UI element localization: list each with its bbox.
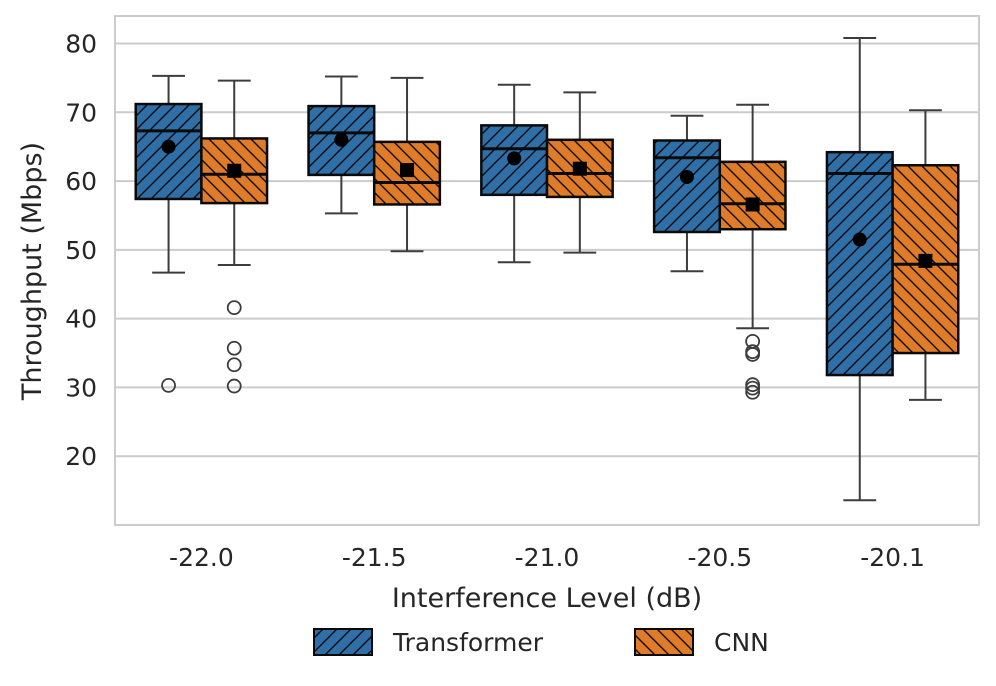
y-tick-label: 50 bbox=[65, 236, 97, 265]
mean-marker bbox=[572, 161, 587, 176]
legend-swatch-transformer bbox=[313, 628, 373, 656]
outlier-point bbox=[226, 378, 242, 394]
x-axis-label: Interference Level (dB) bbox=[392, 583, 702, 614]
y-gridlines bbox=[115, 42, 979, 458]
mean-marker bbox=[852, 232, 867, 247]
outlier-point bbox=[226, 357, 242, 373]
box-group-cnn bbox=[891, 109, 960, 401]
mean-marker bbox=[745, 197, 760, 212]
box-groups bbox=[134, 37, 960, 502]
x-tick-label: -21.0 bbox=[515, 543, 580, 572]
box-group-transformer bbox=[652, 114, 722, 273]
y-tick-label: 70 bbox=[65, 98, 97, 127]
outlier-point bbox=[745, 384, 761, 400]
mean-marker bbox=[400, 163, 415, 178]
y-tick-label: 20 bbox=[65, 442, 97, 471]
x-tick-label: -20.1 bbox=[860, 543, 925, 572]
mean-marker bbox=[161, 139, 176, 154]
mean-marker bbox=[679, 169, 694, 184]
x-tick-label: -22.0 bbox=[169, 543, 234, 572]
box-group-transformer bbox=[825, 37, 894, 502]
x-tick-labels: -22.0 -21.5 -21.0 -20.5 -20.1 bbox=[169, 543, 925, 572]
box-group-cnn bbox=[545, 91, 614, 254]
box-iqr bbox=[718, 160, 787, 231]
outlier-point bbox=[161, 377, 176, 393]
legend: Transformer CNN bbox=[313, 628, 769, 657]
y-tick-label: 60 bbox=[65, 167, 97, 196]
outlier-point bbox=[745, 380, 761, 396]
outlier-point bbox=[226, 340, 242, 356]
x-tick-label: -20.5 bbox=[687, 543, 752, 572]
box-group-cnn bbox=[718, 103, 787, 400]
box-iqr bbox=[825, 150, 894, 377]
mean-marker bbox=[507, 151, 522, 166]
y-tick-label: 80 bbox=[65, 30, 97, 59]
y-axis-label: Throughput (Mbps) bbox=[17, 142, 48, 401]
y-tick-labels: 20 30 40 50 60 70 80 bbox=[65, 30, 97, 472]
box-group-transformer bbox=[307, 75, 376, 215]
x-tick-label: -21.5 bbox=[342, 543, 407, 572]
y-tick-label: 30 bbox=[65, 373, 97, 402]
outlier-point bbox=[226, 300, 242, 316]
box-iqr bbox=[652, 139, 722, 234]
mean-marker bbox=[918, 253, 933, 268]
plot-frame bbox=[114, 15, 980, 526]
legend-label-transformer: Transformer bbox=[392, 628, 544, 657]
box-group-cnn bbox=[200, 79, 269, 394]
legend-label-cnn: CNN bbox=[714, 628, 769, 657]
mean-marker bbox=[227, 163, 242, 178]
box-iqr bbox=[307, 104, 376, 177]
outlier-point bbox=[745, 347, 761, 362]
legend-swatch-cnn bbox=[634, 628, 694, 656]
y-tick-label: 40 bbox=[65, 305, 97, 334]
mean-marker bbox=[334, 132, 349, 147]
box-group-cnn bbox=[372, 76, 442, 253]
